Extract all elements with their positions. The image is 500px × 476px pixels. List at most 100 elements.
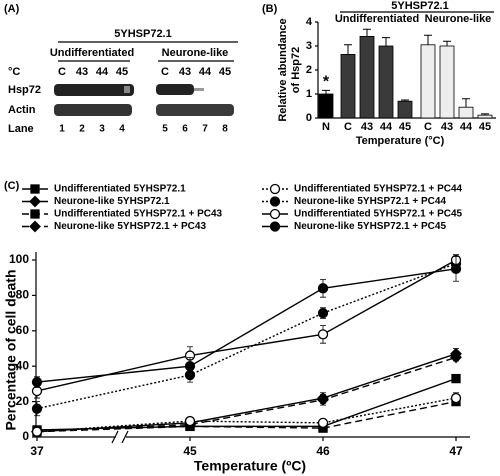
error-bar [481, 113, 489, 116]
y-tick-label: 2 [306, 64, 312, 76]
temp-label: 44 [199, 66, 212, 78]
marker [450, 351, 462, 364]
marker [269, 183, 281, 195]
x-axis-label: Temperature (°C) [356, 135, 445, 147]
marker [30, 209, 40, 219]
y-axis-label: Percentage of cell death [3, 269, 19, 430]
y-tick-label: 100 [9, 252, 29, 266]
marker [317, 329, 329, 340]
marker [269, 221, 281, 232]
panel-label: (C) [4, 180, 20, 192]
marker [317, 307, 329, 319]
y-tick-label: 80 [16, 288, 30, 302]
legend-label: Neurone-like 5YHSP72.1 + PC43 [54, 221, 206, 232]
marker [31, 426, 43, 437]
marker [451, 373, 461, 384]
blot [54, 84, 234, 116]
legend-label: Neurone-like 5YHSP72.1 + PC45 [294, 221, 446, 232]
x-tick-label: 47 [449, 444, 463, 458]
bar [458, 106, 474, 119]
bar [397, 100, 413, 119]
row-label: Actin [8, 104, 36, 116]
temp-label: C [58, 66, 66, 78]
legend-label: Neurone-like 5YHSP72.1 + PC44 [294, 196, 446, 207]
axis-break [111, 430, 129, 444]
x-tick-label: 43 [361, 121, 373, 133]
marker [317, 417, 329, 428]
annotation: * [323, 74, 330, 91]
x-tick-label: 44 [380, 121, 393, 133]
marker [184, 361, 196, 372]
x-tick-label: 45 [183, 444, 197, 458]
marker [450, 263, 462, 275]
legend-label: Undifferentiated 5YHSP72.1 + PC43 [54, 209, 223, 220]
bar [318, 93, 334, 119]
error-bar [443, 40, 451, 46]
panel-label: (A) [4, 3, 20, 15]
lane-number: 3 [99, 124, 105, 135]
x-tick-label: 45 [399, 121, 411, 133]
marker [269, 208, 281, 220]
x-tick-label: 43 [441, 121, 453, 133]
y-tick-label: 3 [306, 40, 312, 52]
series-line [36, 400, 457, 433]
y-axis-label: of Hsp72 [290, 47, 302, 93]
marker [450, 392, 462, 404]
error-bar [344, 44, 352, 55]
error-bar [424, 34, 432, 45]
x-tick-label: 46 [316, 444, 330, 458]
series-line [36, 268, 457, 383]
legend-label: Undifferentiated 5YHSP72.1 [54, 184, 186, 195]
lane-number: 1 [59, 124, 65, 135]
series-line [36, 377, 457, 431]
error-bar [401, 99, 409, 102]
x-tick-label: 37 [30, 444, 44, 458]
y-tick-label: 4 [306, 16, 313, 28]
y-tick-label: 20 [16, 394, 30, 408]
temp-label: °C [8, 66, 20, 78]
chart-header: 5YHSP72.1 [391, 0, 448, 12]
lane-number: 6 [182, 124, 188, 135]
bar [477, 114, 493, 119]
temp-label: C [161, 66, 169, 78]
series-line [36, 353, 457, 433]
x-axis-label: Temperature (ºC) [194, 458, 306, 474]
group-label: Undifferentiated [335, 13, 419, 25]
temp-label: 43 [179, 66, 191, 78]
marker [317, 393, 329, 406]
x-tick-label: 44 [460, 121, 473, 133]
temp-label: 45 [116, 66, 128, 78]
row-label: Hsp72 [8, 84, 41, 96]
legend-label: Undifferentiated 5YHSP72.1 + PC45 [294, 209, 463, 220]
y-tick-label: 0 [306, 112, 312, 124]
group-label: Neurone-like [425, 13, 492, 25]
marker [29, 220, 41, 233]
legend-label: Undifferentiated 5YHSP72.1 + PC44 [294, 184, 463, 195]
marker [29, 195, 41, 208]
series-line [36, 356, 457, 433]
error-bar [363, 28, 371, 37]
series-line [36, 262, 457, 410]
lane-number: 5 [162, 124, 168, 135]
marker [269, 196, 281, 207]
lane-number: 2 [79, 124, 85, 135]
legend-label: Neurone-like 5YHSP72.1 [54, 196, 170, 207]
panel-label: (B) [262, 3, 278, 15]
marker [30, 184, 40, 194]
error-bar [382, 37, 390, 46]
bar [340, 54, 356, 119]
marker [184, 415, 196, 427]
group-label: Undifferentiated [50, 47, 134, 59]
x-tick-label: C [424, 121, 432, 133]
group-label: Neurone-like [162, 47, 229, 59]
bar [359, 36, 375, 119]
temp-label: 45 [219, 66, 231, 78]
y-tick-label: 1 [306, 88, 312, 100]
y-tick-label: 60 [16, 323, 30, 337]
marker [31, 376, 43, 388]
lane-number: 8 [222, 124, 228, 135]
marker [31, 403, 43, 414]
error-bar [322, 89, 330, 94]
x-tick-label: N [322, 121, 330, 133]
